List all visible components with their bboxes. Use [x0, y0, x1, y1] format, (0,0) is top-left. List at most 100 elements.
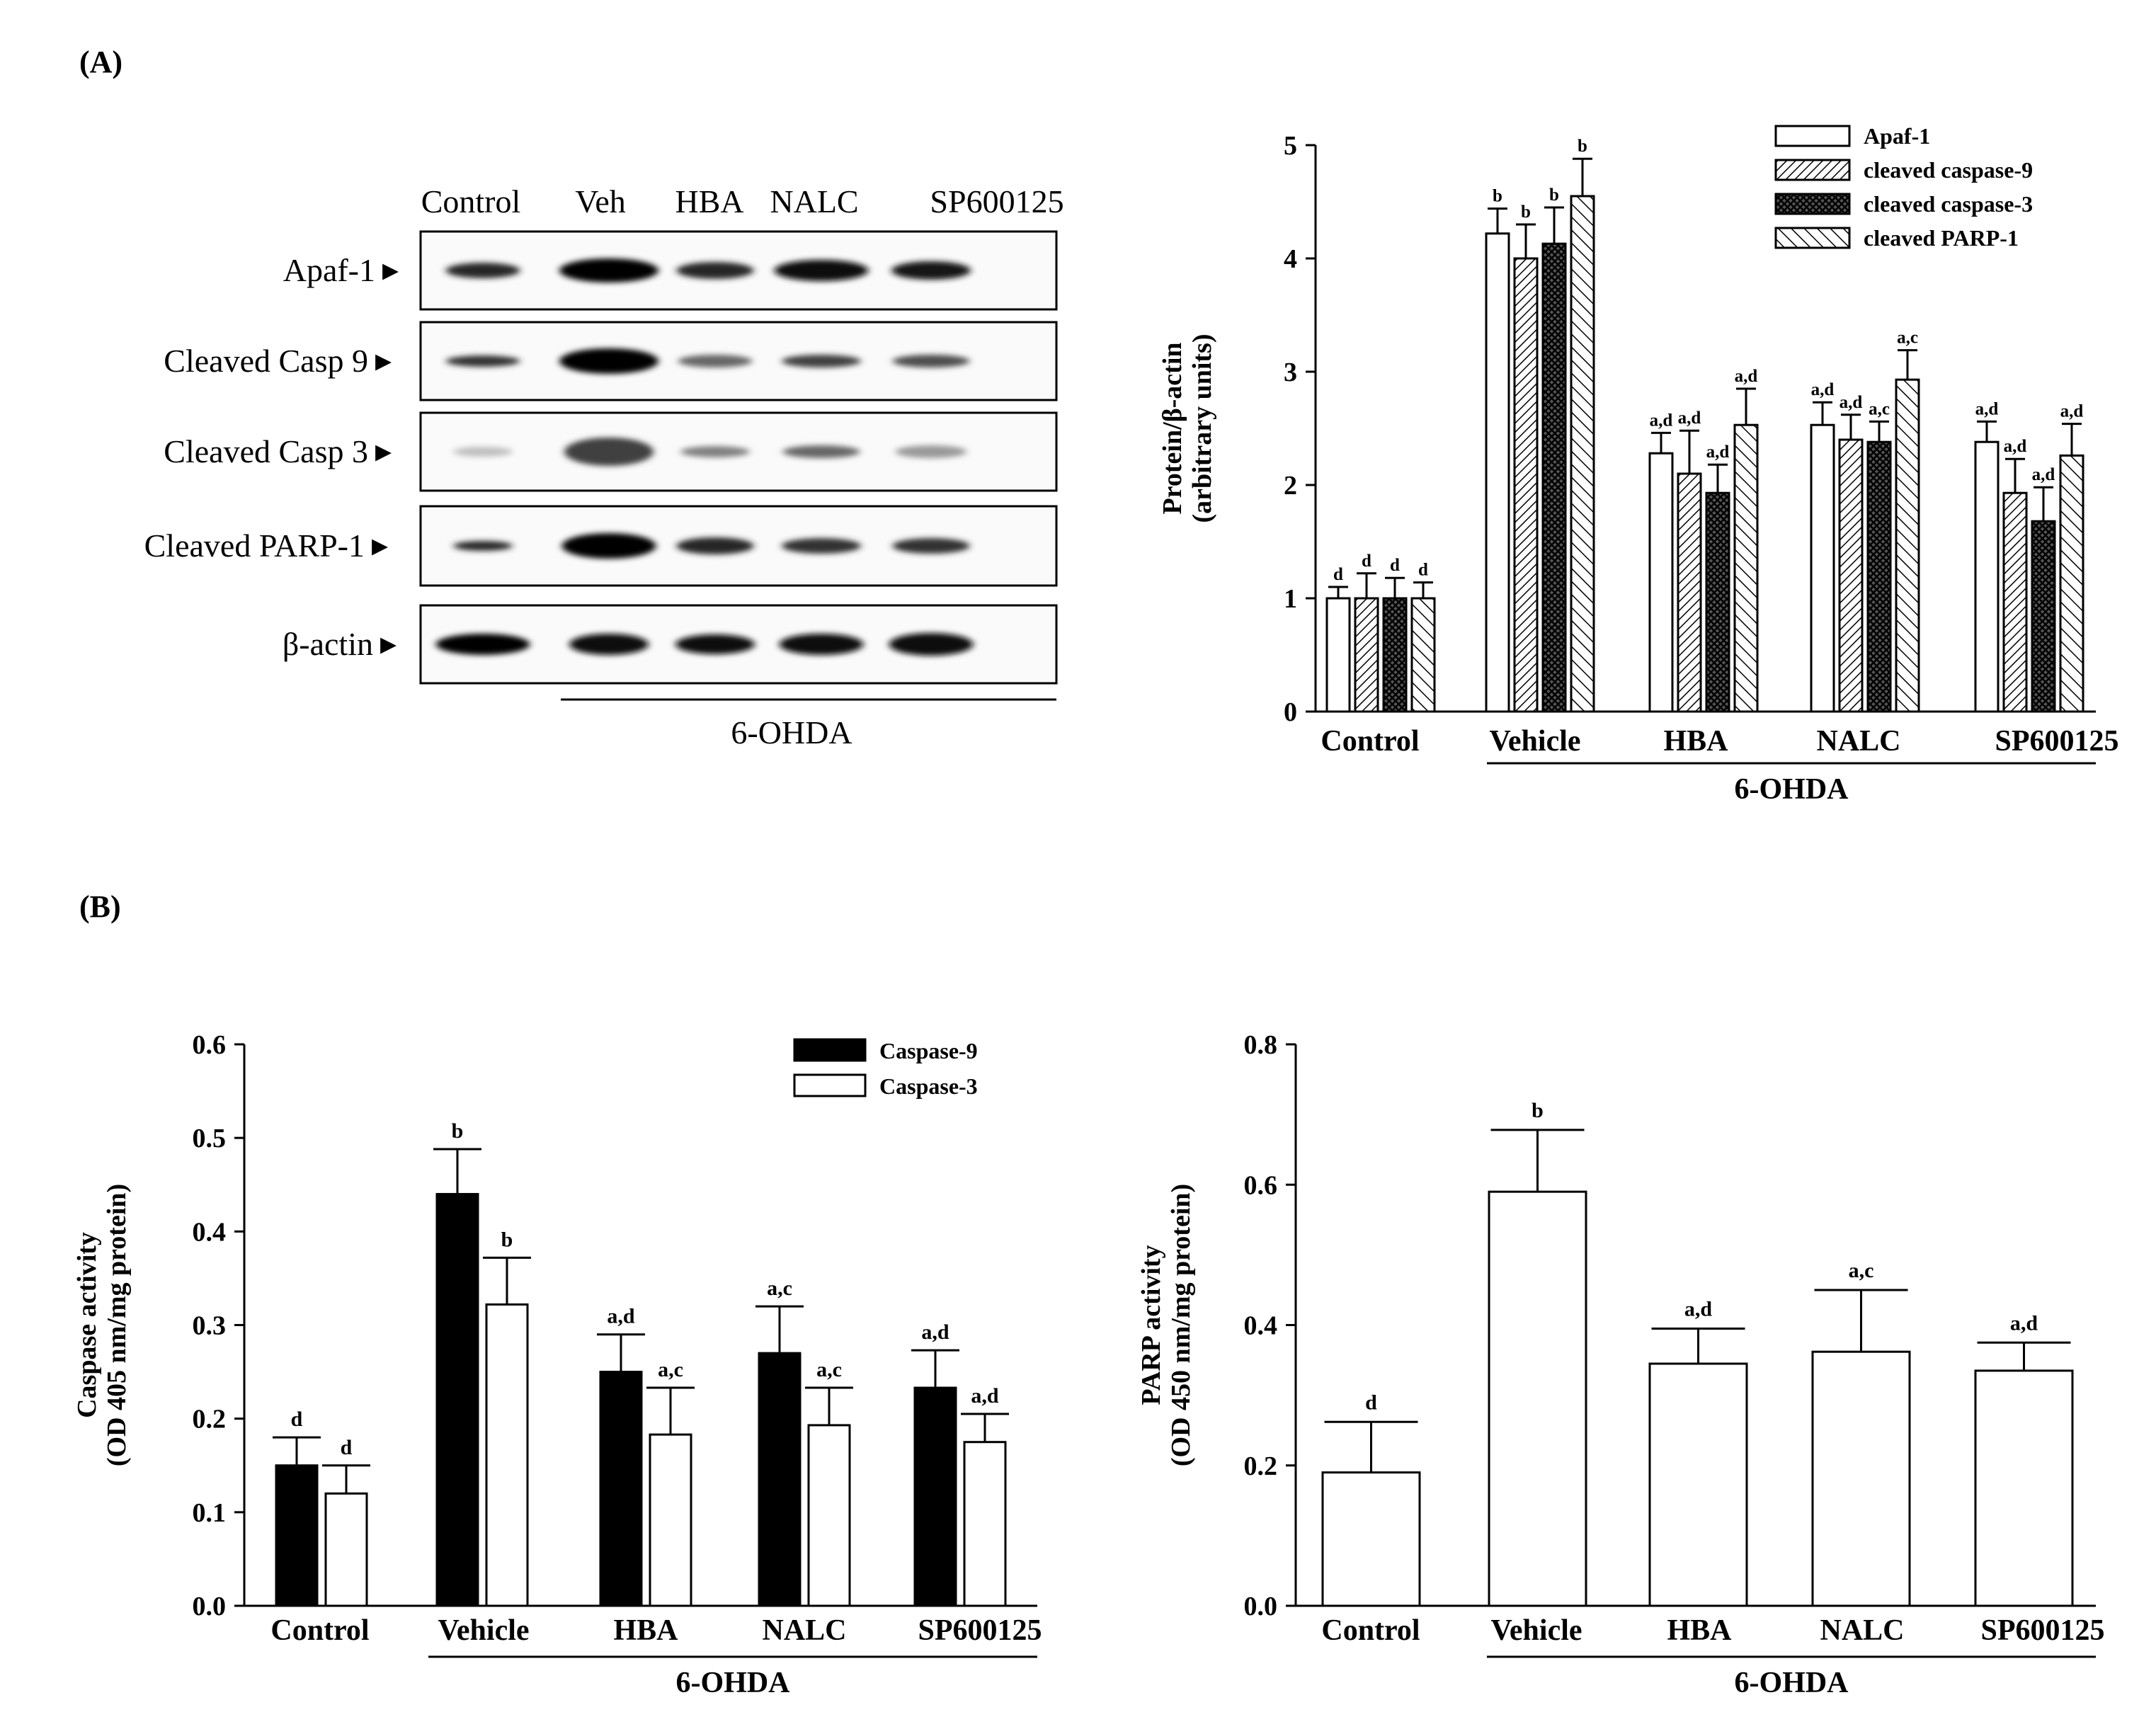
blot-band	[445, 263, 520, 278]
significance-label: a,d	[1684, 1297, 1713, 1320]
legend-label: Caspase-3	[879, 1073, 978, 1099]
bar	[1382, 597, 1408, 713]
bar	[324, 1492, 368, 1607]
x-category-label: NALC	[762, 1614, 846, 1647]
y-axis-label: (arbitrary units)	[1187, 333, 1217, 523]
significance-label: b	[1493, 187, 1502, 206]
blot-band	[782, 355, 861, 367]
blot-lane-label: Veh	[575, 183, 626, 219]
significance-label: a,d	[1735, 367, 1758, 386]
blot-band	[782, 538, 861, 554]
blot-row-arrow: ▸	[372, 527, 388, 563]
blot-band	[559, 348, 658, 374]
y-tick-label: 0.2	[1244, 1451, 1278, 1481]
y-axis-label: PARP activity	[1136, 1245, 1166, 1405]
significance-label: a,c	[1849, 1259, 1874, 1282]
y-tick-label: 0.3	[193, 1311, 227, 1341]
blot-band	[891, 261, 971, 280]
y-tick-label: 1	[1284, 584, 1297, 614]
x-category-label: Control	[1321, 725, 1419, 758]
blot-band	[678, 355, 753, 367]
bar	[1325, 597, 1351, 713]
blot-row-label: β-actin	[283, 626, 373, 662]
blot-band	[675, 634, 755, 654]
significance-label: b	[1532, 1099, 1544, 1122]
significance-label: a,d	[2060, 402, 2084, 421]
group-label: 6-OHDA	[1735, 773, 1849, 806]
bar	[1648, 1362, 1748, 1607]
legend-label: Caspase-9	[879, 1038, 978, 1063]
legend-swatch	[1774, 193, 1851, 215]
blot-band	[779, 634, 864, 655]
y-tick-label: 3	[1284, 358, 1297, 387]
bar	[1866, 440, 1892, 713]
significance-label: b	[501, 1228, 513, 1251]
x-category-label: HBA	[1663, 725, 1728, 758]
legend-swatch	[1774, 125, 1851, 147]
significance-label: d	[1362, 552, 1371, 571]
blot-band	[889, 633, 974, 656]
blot-band	[569, 634, 649, 655]
blot-band	[774, 260, 869, 281]
blot-band	[782, 445, 860, 458]
x-category-label: HBA	[1667, 1614, 1732, 1647]
legend-label: cleaved caspase-9	[1864, 157, 2033, 183]
significance-label: a,c	[1897, 329, 1918, 348]
blot-row-arrow: ▸	[382, 251, 399, 287]
significance-label: a,c	[658, 1358, 683, 1381]
bar	[1838, 438, 1864, 713]
significance-label: a,d	[1650, 411, 1673, 430]
blot-band	[676, 262, 754, 279]
blot-row-label: Cleaved Casp 9	[164, 343, 368, 379]
blot-band	[559, 258, 658, 283]
significance-label: a,c	[767, 1277, 792, 1300]
bar	[1705, 491, 1730, 713]
x-category-label: Vehicle	[1489, 725, 1580, 758]
bar	[2031, 520, 2056, 713]
significance-label: a,d	[1975, 399, 1999, 418]
y-axis-label: Protein/β-actin	[1158, 342, 1187, 514]
bar	[599, 1371, 643, 1607]
y-axis-label: (OD 405 nm/mg protein)	[102, 1184, 132, 1466]
chart-caspase-activity: 0.0 0.1 0.2 0.3 0.4 0.5 0.6 Caspase activity (OD…	[72, 1030, 1042, 1699]
blot-band	[895, 445, 967, 458]
bar	[435, 1192, 479, 1607]
treatment-label: 6-OHDA	[731, 714, 852, 751]
blot-band	[453, 541, 513, 551]
bar	[1410, 597, 1436, 713]
blot-band	[561, 533, 656, 559]
x-category-label: HBA	[613, 1614, 678, 1647]
blot-row-arrow: ▸	[375, 433, 392, 469]
y-axis-label: (OD 450 nm/mg protein)	[1166, 1184, 1196, 1466]
legend-swatch	[793, 1073, 867, 1097]
blot-lane-label: Control	[421, 183, 521, 219]
blot-lane-label: HBA	[675, 183, 743, 219]
bar	[649, 1433, 692, 1607]
blot-band	[453, 447, 513, 457]
x-category-label: Control	[270, 1614, 369, 1647]
bar	[1354, 597, 1379, 713]
blot-band	[676, 537, 754, 554]
y-tick-label: 2	[1284, 471, 1297, 501]
bar	[1895, 378, 1920, 713]
y-tick-label: 0.5	[193, 1124, 227, 1153]
significance-label: a,c	[816, 1358, 842, 1381]
bar	[1513, 257, 1539, 713]
legend-label: Apaf-1	[1864, 123, 1930, 149]
blot-band	[680, 446, 750, 457]
bar	[1485, 232, 1510, 713]
bar	[1541, 242, 1567, 713]
legend-swatch	[1774, 227, 1851, 249]
y-axis-label: Caspase activity	[72, 1232, 102, 1418]
y-tick-label: 5	[1284, 131, 1297, 161]
x-category-label: Control	[1321, 1614, 1420, 1647]
significance-label: d	[341, 1436, 353, 1459]
significance-label: d	[291, 1408, 303, 1431]
significance-label: a,d	[971, 1384, 999, 1408]
y-tick-label: 0.0	[193, 1592, 227, 1621]
significance-label: b	[452, 1119, 464, 1143]
blot-band	[564, 438, 654, 466]
bar	[758, 1352, 802, 1607]
blot-lane-label: NALC	[770, 183, 858, 219]
